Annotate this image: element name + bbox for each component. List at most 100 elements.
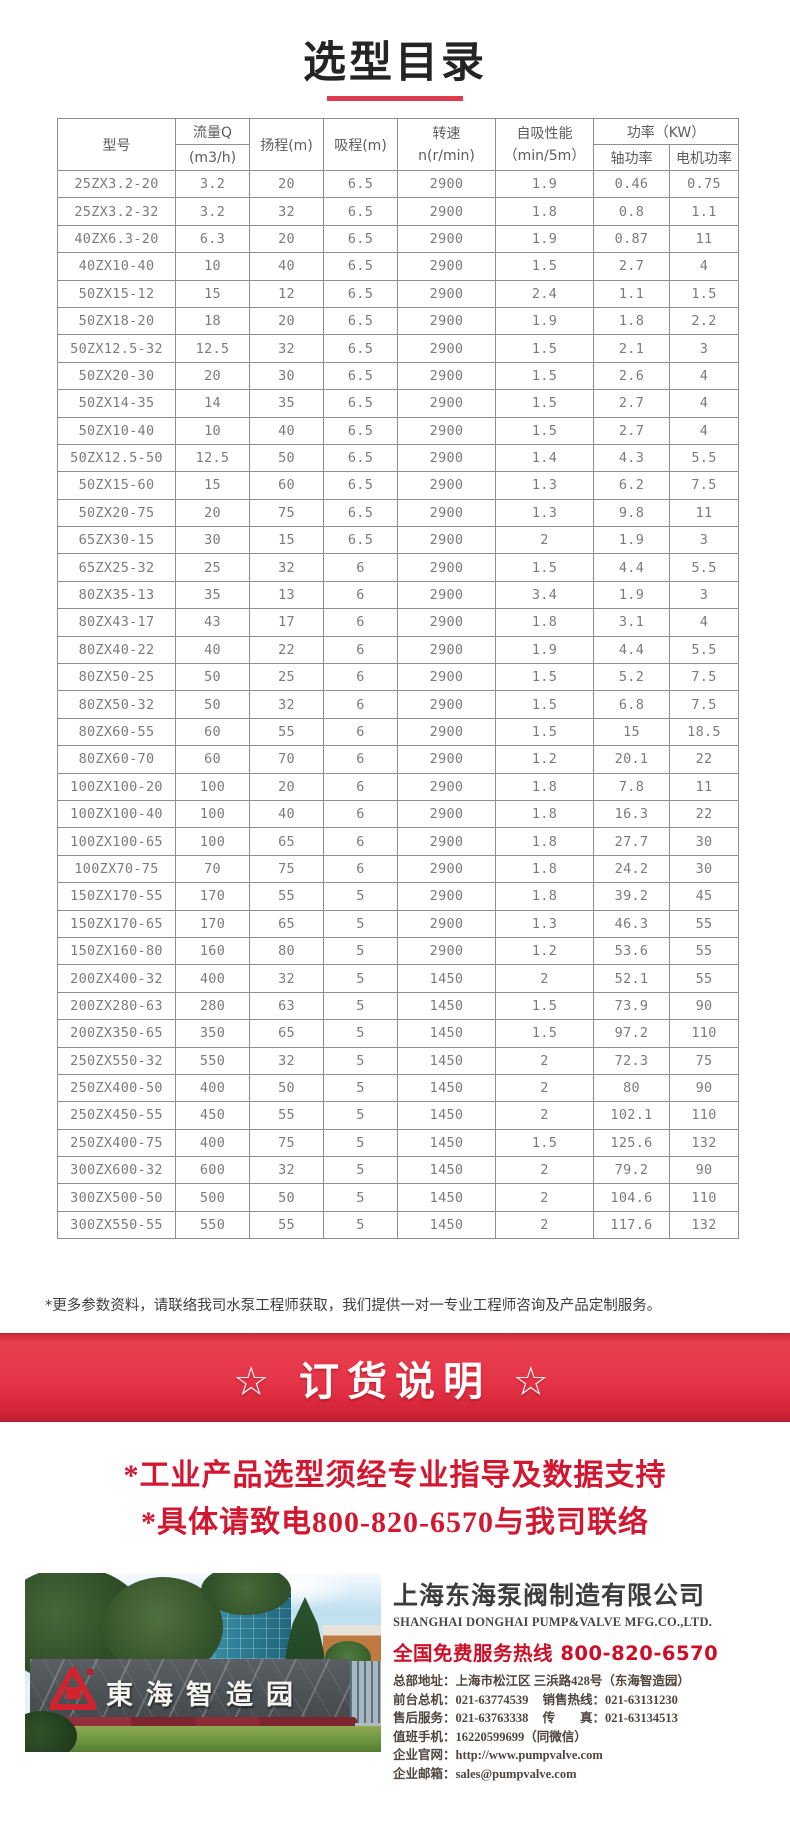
table-cell: 11 — [669, 772, 739, 801]
table-cell: 40 — [175, 635, 250, 665]
table-row: 150ZX170-55 170 55 5 2900 1.8 39.2 45 — [57, 882, 739, 911]
table-cell: 1.8 — [593, 306, 670, 336]
table-row: 150ZX160-80 160 80 5 2900 1.2 53.6 55 — [57, 936, 739, 966]
table-cell: 6.5 — [323, 334, 398, 363]
table-row: 50ZX15-12 15 12 6.5 2900 2.4 1.1 1.5 — [57, 279, 739, 308]
table-cell: 50ZX12.5-32 — [57, 334, 176, 363]
table-row: 300ZX500-50 500 50 5 1450 2 104.6 110 — [57, 1183, 739, 1212]
table-row: 100ZX100-20 100 20 6 2900 1.8 7.8 11 — [57, 772, 739, 801]
table-cell: 2900 — [397, 416, 496, 445]
table-cell: 40ZX6.3-20 — [57, 224, 176, 254]
table-cell: 75 — [669, 1046, 739, 1075]
table-cell: 6 — [323, 745, 398, 774]
table-cell: 80ZX60-70 — [57, 745, 176, 774]
param-note: *更多参数资料，请联络我司水泵工程师获取，我们提供一对一专业工程师咨询及产品定制… — [45, 1298, 662, 1314]
table-cell: 2900 — [397, 498, 496, 528]
table-cell: 1.8 — [495, 854, 594, 884]
table-cell: 2900 — [397, 334, 496, 363]
table-cell: 6 — [323, 580, 398, 610]
table-row: 150ZX170-65 170 65 5 2900 1.3 46.3 55 — [57, 909, 739, 938]
table-cell: 75 — [249, 498, 324, 528]
spec-table-header: 型号 流量Q 扬程(m) 吸程(m) 转速 n(r/min) 自吸性能 （min… — [57, 118, 739, 171]
table-cell: 3 — [669, 526, 739, 555]
table-cell: 73.9 — [593, 991, 670, 1021]
table-cell: 1.9 — [495, 306, 594, 336]
table-cell: 550 — [175, 1046, 250, 1075]
table-cell: 2900 — [397, 608, 496, 637]
table-cell: 9.8 — [593, 498, 670, 528]
table-cell: 32 — [249, 1156, 324, 1185]
table-cell: 2900 — [397, 690, 496, 719]
table-cell: 55 — [249, 717, 324, 747]
contact-value: 021-63763338 — [455, 1711, 529, 1725]
table-cell: 1450 — [397, 1046, 496, 1075]
table-cell: 50ZX20-30 — [57, 361, 176, 391]
table-cell: 5 — [323, 1019, 398, 1048]
table-cell: 1450 — [397, 964, 496, 993]
table-cell: 79.2 — [593, 1156, 670, 1185]
table-cell: 160 — [175, 936, 250, 966]
table-row: 50ZX12.5-32 12.5 32 6.5 2900 1.5 2.1 3 — [57, 334, 739, 363]
table-row: 50ZX12.5-50 12.5 50 6.5 2900 1.4 4.3 5.5 — [57, 443, 739, 473]
table-cell: 2.2 — [669, 306, 739, 336]
table-cell: 6 — [323, 717, 398, 747]
col-header-selfprime-line2: （min/5m） — [503, 147, 586, 164]
table-cell: 7.5 — [669, 690, 739, 719]
table-cell: 350 — [175, 1019, 250, 1048]
table-cell: 30 — [249, 361, 324, 391]
order-statements: *工业产品选型须经专业指导及数据支持 *具体请致电800-820-6570与我司… — [0, 1452, 790, 1546]
table-cell: 2 — [495, 1210, 594, 1240]
table-cell: 4 — [669, 416, 739, 445]
table-cell: 14 — [175, 389, 250, 418]
table-row: 80ZX60-70 60 70 6 2900 1.2 20.1 22 — [57, 745, 739, 774]
table-cell: 50ZX12.5-50 — [57, 443, 176, 473]
company-info: 上海东海泵阀制造有限公司 SHANGHAI DONGHAI PUMP&VALVE… — [393, 1576, 775, 1783]
table-cell: 110 — [669, 1101, 739, 1130]
table-cell: 200ZX350-65 — [57, 1019, 176, 1048]
table-cell: 110 — [669, 1019, 739, 1048]
col-header-selfprime-line1: 自吸性能 — [516, 125, 573, 142]
table-cell: 3.4 — [495, 580, 594, 610]
table-cell: 7.8 — [593, 772, 670, 801]
table-cell: 2 — [495, 1046, 594, 1075]
table-cell: 20 — [175, 498, 250, 528]
table-cell: 20 — [249, 306, 324, 336]
contact-value: 16220599699（同微信） — [455, 1729, 587, 1744]
table-cell: 2900 — [397, 827, 496, 856]
table-cell: 6 — [323, 663, 398, 692]
table-cell: 0.75 — [669, 169, 739, 199]
table-row: 50ZX15-60 15 60 6.5 2900 1.3 6.2 7.5 — [57, 471, 739, 500]
table-cell: 6 — [323, 608, 398, 637]
table-row: 300ZX600-32 600 32 5 1450 2 79.2 90 — [57, 1156, 739, 1185]
statement-line-1: *工业产品选型须经专业指导及数据支持 — [123, 1459, 667, 1492]
table-cell: 2 — [495, 1156, 594, 1185]
table-cell: 5 — [323, 1183, 398, 1212]
table-cell: 5 — [323, 1046, 398, 1075]
table-cell: 6 — [323, 799, 398, 829]
table-cell: 30 — [175, 526, 250, 555]
table-cell: 80ZX40-22 — [57, 635, 176, 665]
table-cell: 300ZX550-55 — [57, 1210, 176, 1240]
table-cell: 2900 — [397, 471, 496, 500]
table-cell: 2900 — [397, 882, 496, 911]
table-cell: 5 — [323, 1128, 398, 1158]
table-cell: 2900 — [397, 580, 496, 610]
contact-label: 企业邮箱： — [393, 1766, 456, 1781]
table-cell: 15 — [175, 471, 250, 500]
contact-value website-text: http://www.pumpvalve.com — [455, 1748, 603, 1762]
table-cell: 4.4 — [593, 553, 670, 582]
table-cell: 6 — [323, 827, 398, 856]
table-cell: 1.5 — [669, 279, 739, 308]
table-cell: 50ZX20-75 — [57, 498, 176, 528]
table-cell: 60 — [249, 471, 324, 500]
table-cell: 104.6 — [593, 1183, 670, 1212]
table-cell: 1450 — [397, 1156, 496, 1185]
contact-value email-text: sales@pumpvalve.com — [455, 1766, 577, 1781]
table-cell: 2900 — [397, 772, 496, 801]
table-cell: 1.8 — [495, 799, 594, 829]
table-cell: 22 — [669, 799, 739, 829]
table-cell: 5.5 — [669, 553, 739, 582]
table-cell: 2900 — [397, 553, 496, 582]
company-name-cn: 上海东海泵阀制造有限公司 — [393, 1581, 706, 1610]
table-cell: 4 — [669, 389, 739, 418]
